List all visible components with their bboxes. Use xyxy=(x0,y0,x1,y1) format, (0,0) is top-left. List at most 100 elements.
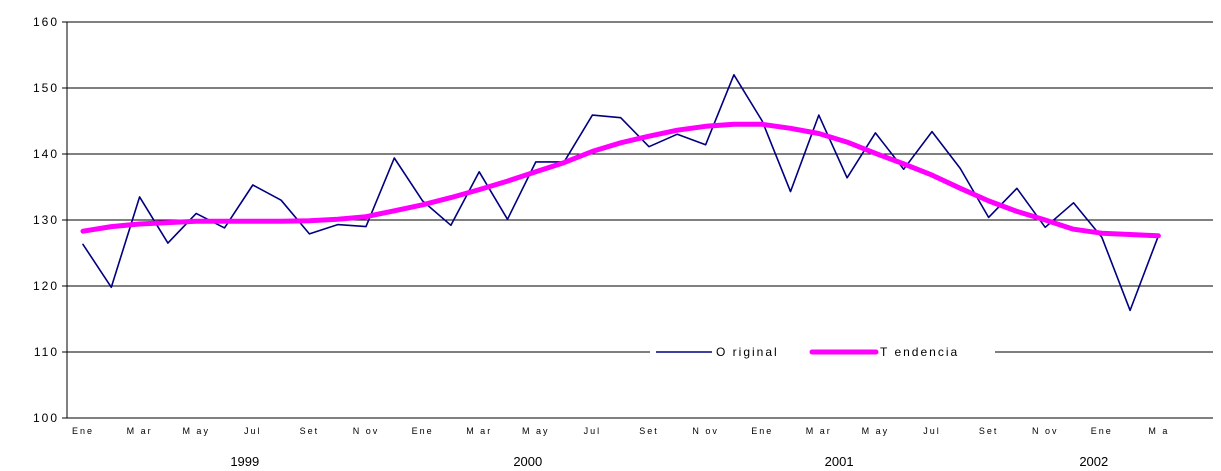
data-point-original-33 xyxy=(1016,188,1017,189)
data-point-tendencia-16 xyxy=(535,171,536,172)
data-point-tendencia-24 xyxy=(762,124,763,125)
x-tick-label-19: M a xyxy=(1148,426,1169,436)
data-point-original-1 xyxy=(111,287,112,288)
x-tick-label-10: Set xyxy=(639,426,659,436)
x-tick-label-6: Ene xyxy=(412,426,434,436)
y-tick-label-160: 160 xyxy=(33,15,59,29)
x-tick-label-8: M ay xyxy=(522,426,550,436)
data-point-tendencia-1 xyxy=(111,226,112,227)
data-point-tendencia-35 xyxy=(1073,229,1074,230)
year-label-1999: 1999 xyxy=(230,454,259,469)
data-point-tendencia-12 xyxy=(422,204,423,205)
series-line-tendencia xyxy=(80,121,1161,239)
x-tick-label-7: M ar xyxy=(466,426,492,436)
data-point-original-4 xyxy=(196,213,197,214)
data-point-original-23 xyxy=(733,74,734,75)
data-point-tendencia-21 xyxy=(677,130,678,131)
data-point-original-14 xyxy=(479,171,480,172)
year-label-2002: 2002 xyxy=(1079,454,1108,469)
data-point-tendencia-32 xyxy=(988,200,989,201)
x-tick-label-2: M ay xyxy=(182,426,210,436)
data-point-tendencia-2 xyxy=(139,223,140,224)
data-point-original-8 xyxy=(309,233,310,234)
data-point-tendencia-30 xyxy=(931,175,932,176)
data-point-original-15 xyxy=(507,219,508,220)
data-point-original-19 xyxy=(620,117,621,118)
data-point-tendencia-5 xyxy=(224,221,225,222)
y-tick-label-130: 130 xyxy=(33,213,59,227)
data-point-tendencia-7 xyxy=(281,221,282,222)
data-point-original-0 xyxy=(82,244,83,245)
legend-label-tendencia: T endencia xyxy=(880,345,959,359)
legend-label-original: O riginal xyxy=(716,345,779,359)
data-point-original-26 xyxy=(818,114,819,115)
data-point-tendencia-17 xyxy=(564,162,565,163)
data-point-original-30 xyxy=(931,131,932,132)
axes xyxy=(66,22,1213,419)
data-point-original-11 xyxy=(394,157,395,158)
x-tick-label-13: M ar xyxy=(806,426,832,436)
data-point-tendencia-28 xyxy=(875,153,876,154)
data-point-tendencia-0 xyxy=(82,231,83,232)
data-point-original-13 xyxy=(450,225,451,226)
data-point-tendencia-11 xyxy=(394,210,395,211)
year-label-2000: 2000 xyxy=(513,454,542,469)
data-point-original-5 xyxy=(224,227,225,228)
y-tick-label-120: 120 xyxy=(33,279,59,293)
data-point-tendencia-14 xyxy=(479,189,480,190)
y-tick-label-150: 150 xyxy=(33,81,59,95)
data-point-tendencia-18 xyxy=(592,151,593,152)
data-point-original-16 xyxy=(535,161,536,162)
data-point-original-6 xyxy=(252,184,253,185)
data-point-original-37 xyxy=(1130,310,1131,311)
data-point-tendencia-4 xyxy=(196,221,197,222)
x-tick-label-15: Jul xyxy=(923,426,941,436)
data-point-original-10 xyxy=(365,226,366,227)
legend: O riginal T endencia xyxy=(650,343,995,361)
x-axis-year-labels: 1999 2000 2001 2002 xyxy=(230,454,1108,469)
x-tick-label-0: Ene xyxy=(72,426,94,436)
data-point-original-29 xyxy=(903,169,904,170)
data-point-tendencia-33 xyxy=(1016,211,1017,212)
data-point-tendencia-34 xyxy=(1045,219,1046,220)
x-tick-label-4: Set xyxy=(300,426,320,436)
x-tick-label-11: N ov xyxy=(692,426,719,436)
data-point-original-24 xyxy=(762,120,763,121)
data-point-original-2 xyxy=(139,196,140,197)
data-point-tendencia-20 xyxy=(648,136,649,137)
data-point-original-35 xyxy=(1073,202,1074,203)
data-point-tendencia-23 xyxy=(733,124,734,125)
data-point-tendencia-31 xyxy=(960,188,961,189)
y-tick-label-100: 100 xyxy=(33,411,59,425)
x-tick-label-14: M ay xyxy=(862,426,890,436)
data-point-original-32 xyxy=(988,217,989,218)
data-point-original-36 xyxy=(1101,237,1102,238)
data-point-original-31 xyxy=(960,168,961,169)
y-tick-label-140: 140 xyxy=(33,147,59,161)
data-point-tendencia-29 xyxy=(903,163,904,164)
series-lines xyxy=(80,74,1161,312)
data-point-original-9 xyxy=(337,224,338,225)
data-point-original-7 xyxy=(281,200,282,201)
data-point-original-18 xyxy=(592,114,593,115)
x-tick-label-9: Jul xyxy=(584,426,602,436)
data-point-original-28 xyxy=(875,132,876,133)
data-point-original-3 xyxy=(167,243,168,244)
data-point-tendencia-22 xyxy=(705,126,706,127)
data-point-original-25 xyxy=(790,191,791,192)
data-point-tendencia-19 xyxy=(620,142,621,143)
y-axis-tick-labels: 100 110 120 130 140 150 160 xyxy=(33,15,59,425)
data-point-tendencia-6 xyxy=(252,221,253,222)
data-point-original-12 xyxy=(422,200,423,201)
data-point-tendencia-27 xyxy=(847,142,848,143)
data-point-original-22 xyxy=(705,144,706,145)
x-tick-label-18: Ene xyxy=(1091,426,1113,436)
x-tick-label-5: N ov xyxy=(353,426,380,436)
year-label-2001: 2001 xyxy=(825,454,854,469)
data-point-tendencia-15 xyxy=(507,180,508,181)
data-point-tendencia-13 xyxy=(450,197,451,198)
data-point-tendencia-25 xyxy=(790,128,791,129)
y-tick-label-110: 110 xyxy=(34,345,59,359)
x-axis-month-labels: Ene M ar M ay Jul Set N ov Ene M ar M ay Jul Set N … xyxy=(72,426,1169,436)
